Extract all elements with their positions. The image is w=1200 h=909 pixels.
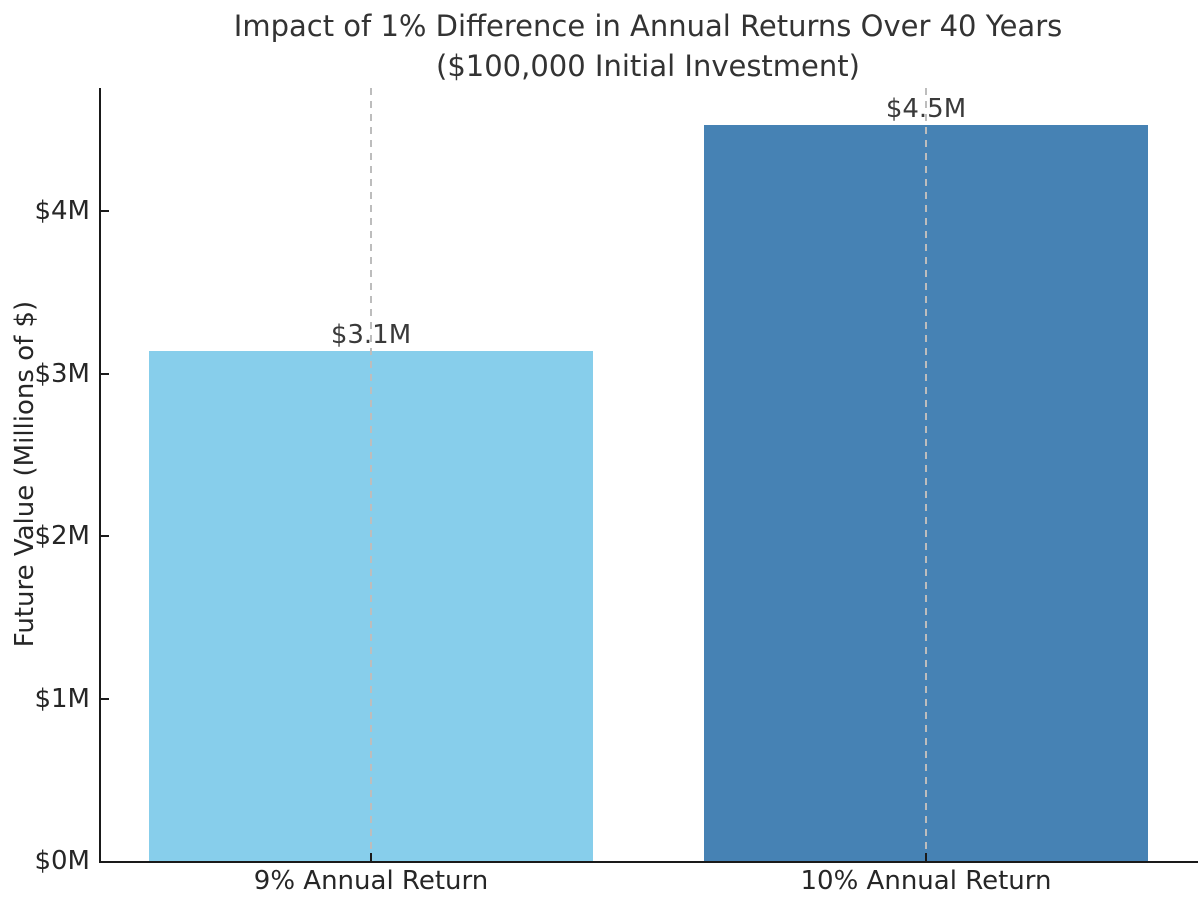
plot-area: [99, 88, 1198, 863]
chart-title: Impact of 1% Difference in Annual Return…: [98, 6, 1198, 86]
y-tick-label: $4M: [34, 196, 90, 227]
y-tick-label: $1M: [34, 683, 90, 714]
y-tick-mark: [101, 697, 109, 700]
y-tick-label: $3M: [34, 358, 90, 389]
x-tick-label: 10% Annual Return: [800, 866, 1052, 896]
chart-title-line1: Impact of 1% Difference in Annual Return…: [233, 9, 1063, 43]
x-tick-label: 9% Annual Return: [253, 866, 489, 896]
y-axis-label: Future Value (Millions of $): [10, 300, 40, 648]
x-tick-mark: [925, 853, 927, 861]
vertical-gridline: [925, 88, 927, 861]
vertical-gridline: [370, 88, 372, 861]
y-tick-label: $2M: [34, 521, 90, 552]
bar-value-label: $4.5M: [885, 94, 967, 124]
chart-title-line2: ($100,000 Initial Investment): [436, 49, 860, 83]
y-tick-label: $0M: [34, 846, 90, 876]
y-tick-mark: [101, 372, 109, 375]
y-tick-mark: [101, 210, 109, 213]
y-tick-mark: [101, 535, 109, 538]
x-tick-mark: [370, 853, 372, 861]
bar-value-label: $3.1M: [330, 320, 412, 350]
